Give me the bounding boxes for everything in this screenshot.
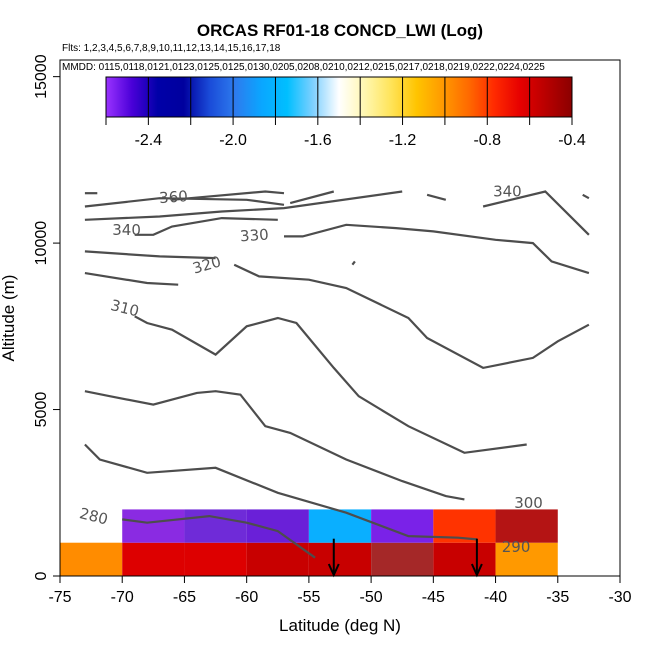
arrow-head <box>470 563 483 578</box>
colorbar-tick-label: -1.6 <box>304 132 332 149</box>
colorbar-tick-label: -2.4 <box>135 132 163 149</box>
heatmap-cell <box>60 542 123 576</box>
contour-line <box>426 193 447 201</box>
heatmap-cell <box>371 542 434 576</box>
x-tick-label: -60 <box>235 589 258 606</box>
colorbar-tick-label: -0.4 <box>558 132 586 149</box>
y-tick-label: 5000 <box>33 392 50 428</box>
contour-line <box>351 260 356 266</box>
colorbar-tick-label: -0.8 <box>473 132 501 149</box>
x-tick-label: -50 <box>360 589 383 606</box>
contour-line <box>134 216 278 236</box>
chart-subtitle-flights: Flts: 1,2,3,4,5,6,7,8,9,10,11,12,13,14,1… <box>62 43 281 54</box>
contour-label: 360 <box>159 187 189 207</box>
y-tick-label: 15000 <box>33 54 50 99</box>
y-tick-label: 0 <box>33 571 50 580</box>
colorbar-tick-label: -2.0 <box>219 132 247 149</box>
colorbar: -2.4 -2.0 -1.6 -1.2 -0.8 -0.4 <box>105 76 586 149</box>
heatmap-cell <box>246 542 309 576</box>
colorbar-gradient <box>105 76 573 118</box>
contour-label: 320 <box>191 252 223 277</box>
plot-frame <box>59 59 621 577</box>
heatmap-cells <box>60 509 558 576</box>
y-axis: 0 5000 10000 15000 <box>33 54 60 580</box>
contour-labels: 360 340 340 330 320 310 300 290 280 <box>78 182 543 556</box>
x-tick-label: -35 <box>546 589 569 606</box>
x-tick-label: -70 <box>111 589 134 606</box>
x-tick-label: -30 <box>608 589 631 606</box>
heatmap-cell <box>122 542 185 576</box>
heatmap-cell <box>184 509 247 543</box>
x-tick-label: -65 <box>173 589 196 606</box>
contour-label: 330 <box>239 225 269 245</box>
contour-label: 340 <box>493 182 522 200</box>
contour-line <box>284 223 590 275</box>
chart-subtitle-dates: MMDD: 0115,0118,0121,0123,0125,0125,0130… <box>62 62 545 73</box>
x-tick-label: -75 <box>48 589 71 606</box>
contour-line <box>84 390 465 501</box>
x-axis-label: Latitude (deg N) <box>279 616 401 635</box>
contour-line <box>84 443 477 541</box>
x-tick-label: -40 <box>484 589 507 606</box>
x-tick-label: -45 <box>422 589 445 606</box>
contour-line <box>482 190 590 236</box>
contour-line <box>84 272 179 286</box>
heatmap-cell <box>495 509 558 543</box>
heatmap-cell <box>308 542 372 576</box>
contour-label: 280 <box>78 504 110 528</box>
colorbar-tick-label: -1.2 <box>389 132 417 149</box>
heatmap-cell <box>122 509 185 543</box>
contour-line <box>84 250 216 260</box>
y-axis-label: Altitude (m) <box>0 275 18 362</box>
chart-title: ORCAS RF01-18 CONCD_LWI (Log) <box>197 21 483 40</box>
heatmap-cell <box>308 509 372 543</box>
contour-label: 290 <box>502 538 531 556</box>
x-axis: -75 -70 -65 -60 -55 -50 -45 -40 -35 -30 <box>48 576 632 606</box>
contour-line <box>171 190 285 201</box>
contour-line <box>122 514 316 559</box>
contour-line <box>84 197 285 208</box>
contour-line <box>134 315 527 454</box>
contour-line <box>289 190 335 205</box>
y-tick-label: 10000 <box>33 221 50 266</box>
arrow-head <box>327 563 340 578</box>
contour-line <box>233 263 590 370</box>
heatmap-cell <box>184 542 247 576</box>
contour-line <box>84 190 403 221</box>
contour-label: 340 <box>112 221 141 239</box>
contour-label: 310 <box>109 296 141 320</box>
x-tick-label: -55 <box>297 589 320 606</box>
heatmap-cell <box>495 542 558 576</box>
heatmap-cell <box>433 542 496 576</box>
contour-label: 300 <box>514 494 543 512</box>
contour-line <box>582 193 590 200</box>
flight-arrows <box>327 538 483 578</box>
contour-lines <box>84 190 590 559</box>
